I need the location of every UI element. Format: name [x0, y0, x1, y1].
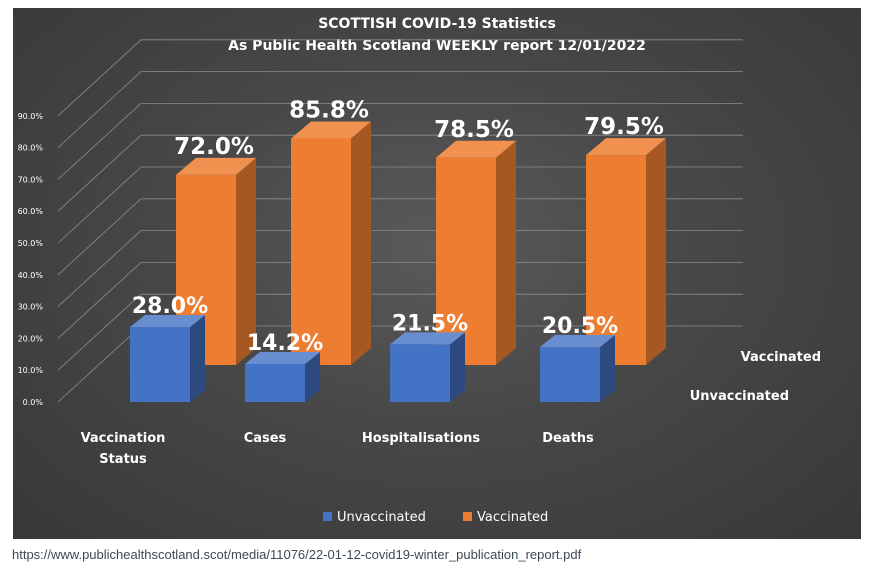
bar-front	[130, 326, 190, 402]
vaccinated-bars	[176, 121, 666, 365]
gridline-diagonal	[57, 39, 142, 117]
unvaccinated-bar-hospitalisations	[390, 332, 465, 402]
data-label-vaccinated: 72.0%	[174, 134, 254, 160]
y-tick-label: 30.0%	[18, 303, 44, 312]
legend-label: Vaccinated	[477, 510, 548, 525]
bar-side	[496, 140, 516, 365]
data-label-unvaccinated: 20.5%	[542, 314, 618, 339]
data-label-vaccinated: 85.8%	[289, 97, 369, 123]
bar-front	[390, 344, 450, 402]
category-label-line: Deaths	[542, 431, 594, 446]
gridline-diagonal	[57, 293, 142, 371]
depth-axis-labels: Vaccinated Unvaccinated	[690, 350, 821, 404]
bar-top	[586, 138, 666, 156]
data-label-vaccinated: 78.5%	[434, 117, 514, 143]
unvaccinated-bar-cases	[245, 351, 320, 402]
vaccinated-bar-hospitalisations	[436, 140, 516, 365]
unvaccinated-bar-vaccination-status	[130, 314, 205, 402]
category-label-line: Hospitalisations	[362, 431, 481, 446]
source-url[interactable]: https://www.publichealthscotland.scot/me…	[12, 547, 582, 562]
bar-side	[190, 314, 205, 402]
y-tick-label: 10.0%	[18, 366, 44, 375]
bar-top	[245, 351, 320, 364]
bar-front	[291, 138, 351, 365]
category-label-vaccination-status: Vaccination Status	[81, 431, 166, 467]
legend-label: Unvaccinated	[337, 510, 426, 525]
vaccinated-bar-deaths	[586, 138, 666, 365]
chart-svg: SCOTTISH COVID-19 Statistics As Public H…	[18, 16, 821, 525]
gridline-diagonal	[57, 134, 142, 212]
unvaccinated-bar-deaths	[540, 335, 615, 402]
chart-subtitle: As Public Health Scotland WEEKLY report …	[228, 38, 646, 54]
y-tick-label: 20.0%	[18, 334, 44, 343]
y-tick-label: 50.0%	[18, 239, 44, 248]
depth-label-vaccinated: Vaccinated	[741, 350, 821, 365]
bar-front	[436, 157, 496, 365]
bar-side	[351, 121, 371, 365]
data-label-unvaccinated: 21.5%	[392, 311, 468, 336]
category-label-hospitalisations: Hospitalisations	[362, 431, 481, 446]
bar-top	[540, 335, 615, 348]
gridline-diagonal	[57, 166, 142, 244]
bar-top	[436, 140, 516, 158]
y-tick-label: 80.0%	[18, 144, 44, 153]
data-labels: 72.0% 85.8% 78.5% 79.5% 28.0% 14.2% 21.5% 20.5%	[132, 97, 664, 355]
y-axis-ticks: 0.0% 10.0% 20.0% 30.0% 40.0% 50.0% 60.0% 70.0% 8…	[18, 112, 44, 407]
bar-top	[390, 332, 465, 345]
bar-side	[236, 157, 256, 365]
gridline-diagonal	[57, 262, 142, 339]
y-tick-label: 40.0%	[18, 271, 44, 280]
bar-top	[130, 314, 205, 327]
bar-side	[600, 335, 615, 402]
category-label-line: Cases	[244, 431, 287, 446]
gridline-diagonal	[57, 325, 142, 403]
bar-front	[586, 155, 646, 365]
gridline-diagonal	[57, 71, 142, 148]
legend-item-unvaccinated: Unvaccinated	[323, 510, 426, 525]
data-label-unvaccinated: 14.2%	[247, 331, 323, 356]
category-label-line: Vaccination	[81, 431, 166, 446]
category-label-line: Status	[99, 452, 147, 467]
chart-title: SCOTTISH COVID-19 Statistics	[318, 16, 556, 32]
bar-front	[245, 363, 305, 402]
gridline-diagonal	[57, 230, 142, 307]
legend-item-vaccinated: Vaccinated	[463, 510, 548, 525]
vaccinated-bar-cases	[291, 121, 371, 365]
data-label-vaccinated: 79.5%	[584, 114, 664, 140]
y-tick-label: 60.0%	[18, 207, 44, 216]
category-labels: Vaccination Status Cases Hospitalisations De…	[81, 431, 594, 467]
bar-side	[305, 351, 320, 402]
gridline-diagonal	[57, 103, 142, 180]
chart-panel: SCOTTISH COVID-19 Statistics As Public H…	[13, 8, 861, 539]
depth-label-unvaccinated: Unvaccinated	[690, 389, 789, 404]
legend-swatch	[463, 512, 472, 521]
y-tick-label: 90.0%	[18, 112, 44, 121]
bar-top	[176, 157, 256, 175]
bar-top	[291, 121, 371, 139]
legend-swatch	[323, 512, 332, 521]
legend: Unvaccinated Vaccinated	[323, 510, 548, 525]
gridline-diagonal	[57, 198, 142, 276]
bar-front	[540, 347, 600, 402]
y-tick-label: 70.0%	[18, 175, 44, 184]
unvaccinated-bars	[130, 314, 615, 402]
y-tick-label: 0.0%	[23, 398, 44, 407]
category-label-deaths: Deaths	[542, 431, 594, 446]
bar-side	[646, 138, 666, 365]
data-label-unvaccinated: 28.0%	[132, 294, 208, 319]
category-label-cases: Cases	[244, 431, 287, 446]
bar-side	[450, 332, 465, 402]
